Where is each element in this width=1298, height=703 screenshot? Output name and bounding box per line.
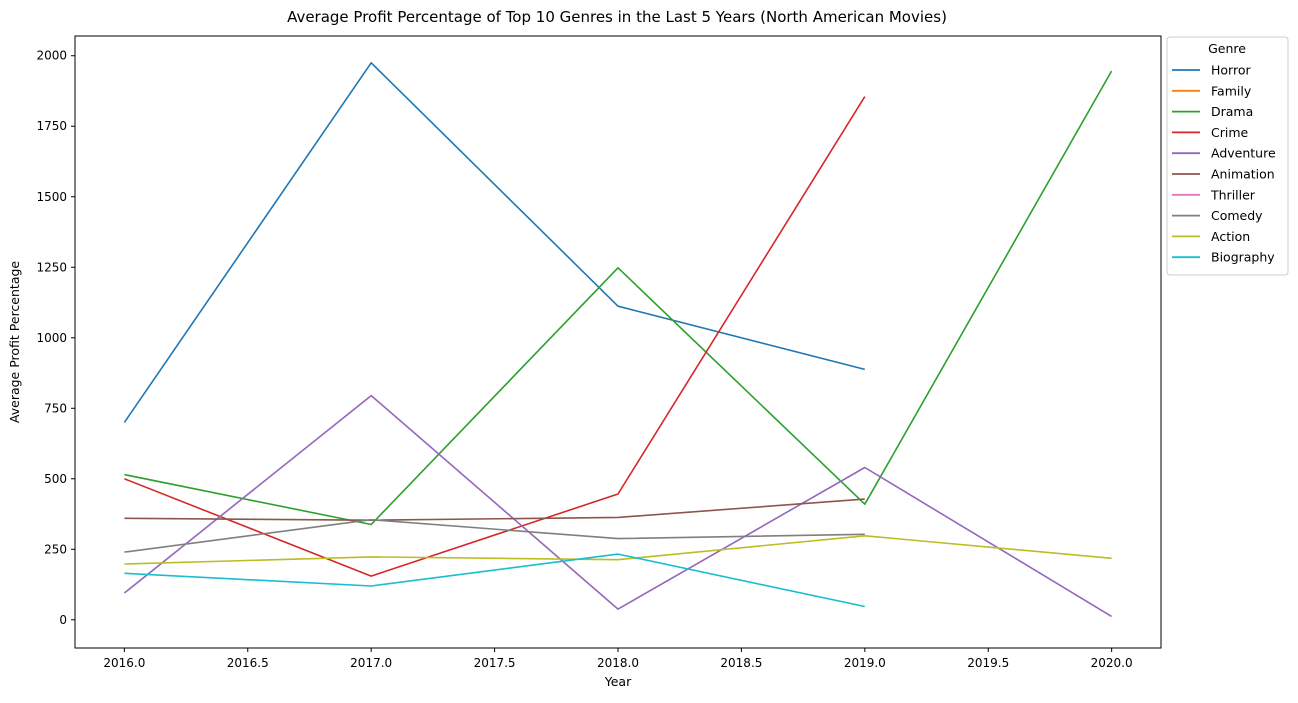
y-tick-label: 250 bbox=[44, 542, 67, 556]
y-tick-label: 1750 bbox=[36, 119, 67, 133]
x-tick-label: 2017.0 bbox=[350, 656, 392, 670]
y-tick-label: 2000 bbox=[36, 49, 67, 63]
x-tick-label: 2020.0 bbox=[1091, 656, 1133, 670]
legend-label-crime: Crime bbox=[1211, 125, 1249, 140]
x-tick-label: 2019.5 bbox=[967, 656, 1009, 670]
x-tick-label: 2016.5 bbox=[227, 656, 269, 670]
legend-label-biography: Biography bbox=[1211, 250, 1275, 265]
y-tick-label: 500 bbox=[44, 472, 67, 486]
x-tick-label: 2018.0 bbox=[597, 656, 639, 670]
x-tick-label: 2018.5 bbox=[720, 656, 762, 670]
legend-label-family: Family bbox=[1211, 83, 1252, 98]
x-axis-label: Year bbox=[604, 674, 632, 689]
y-tick-label: 1000 bbox=[36, 331, 67, 345]
y-axis-label: Average Profit Percentage bbox=[7, 261, 22, 424]
legend-label-thriller: Thriller bbox=[1210, 187, 1256, 202]
series-line-action bbox=[124, 534, 1112, 565]
legend-label-action: Action bbox=[1211, 229, 1250, 244]
legend-label-animation: Animation bbox=[1211, 167, 1275, 182]
y-tick-label: 750 bbox=[44, 401, 67, 415]
legend-label-drama: Drama bbox=[1211, 104, 1253, 119]
series-line-crime bbox=[124, 96, 866, 577]
series-lines bbox=[123, 61, 1113, 618]
y-tick-label: 1500 bbox=[36, 190, 67, 204]
series-line-drama bbox=[124, 70, 1113, 526]
series-line-animation bbox=[124, 498, 865, 522]
legend-items: Horror Family Drama Crime Adventure Animation… bbox=[1172, 63, 1276, 265]
legend-title: Genre bbox=[1208, 41, 1246, 56]
plot-area-frame bbox=[74, 35, 1162, 649]
x-tick-label: 2017.5 bbox=[474, 656, 516, 670]
chart-title: Average Profit Percentage of Top 10 Genr… bbox=[287, 8, 947, 26]
series-line-comedy bbox=[124, 518, 865, 553]
axis-ticks: 2016.0 2016.5 2017.0 2017.5 2018.0 2018.5 2019… bbox=[36, 49, 1132, 670]
legend-label-horror: Horror bbox=[1211, 63, 1251, 78]
legend: Genre Horror Family Drama Crime Adventure Ani… bbox=[1166, 36, 1289, 276]
x-tick-label: 2016.0 bbox=[103, 656, 145, 670]
legend-label-adventure: Adventure bbox=[1211, 146, 1276, 161]
series-line-biography bbox=[124, 553, 865, 608]
series-line-adventure bbox=[123, 394, 1113, 618]
y-tick-label: 1250 bbox=[36, 260, 67, 274]
x-tick-label: 2019.0 bbox=[844, 656, 886, 670]
legend-label-comedy: Comedy bbox=[1211, 208, 1263, 223]
series-line-horror bbox=[123, 61, 865, 423]
y-tick-label: 0 bbox=[59, 613, 67, 627]
